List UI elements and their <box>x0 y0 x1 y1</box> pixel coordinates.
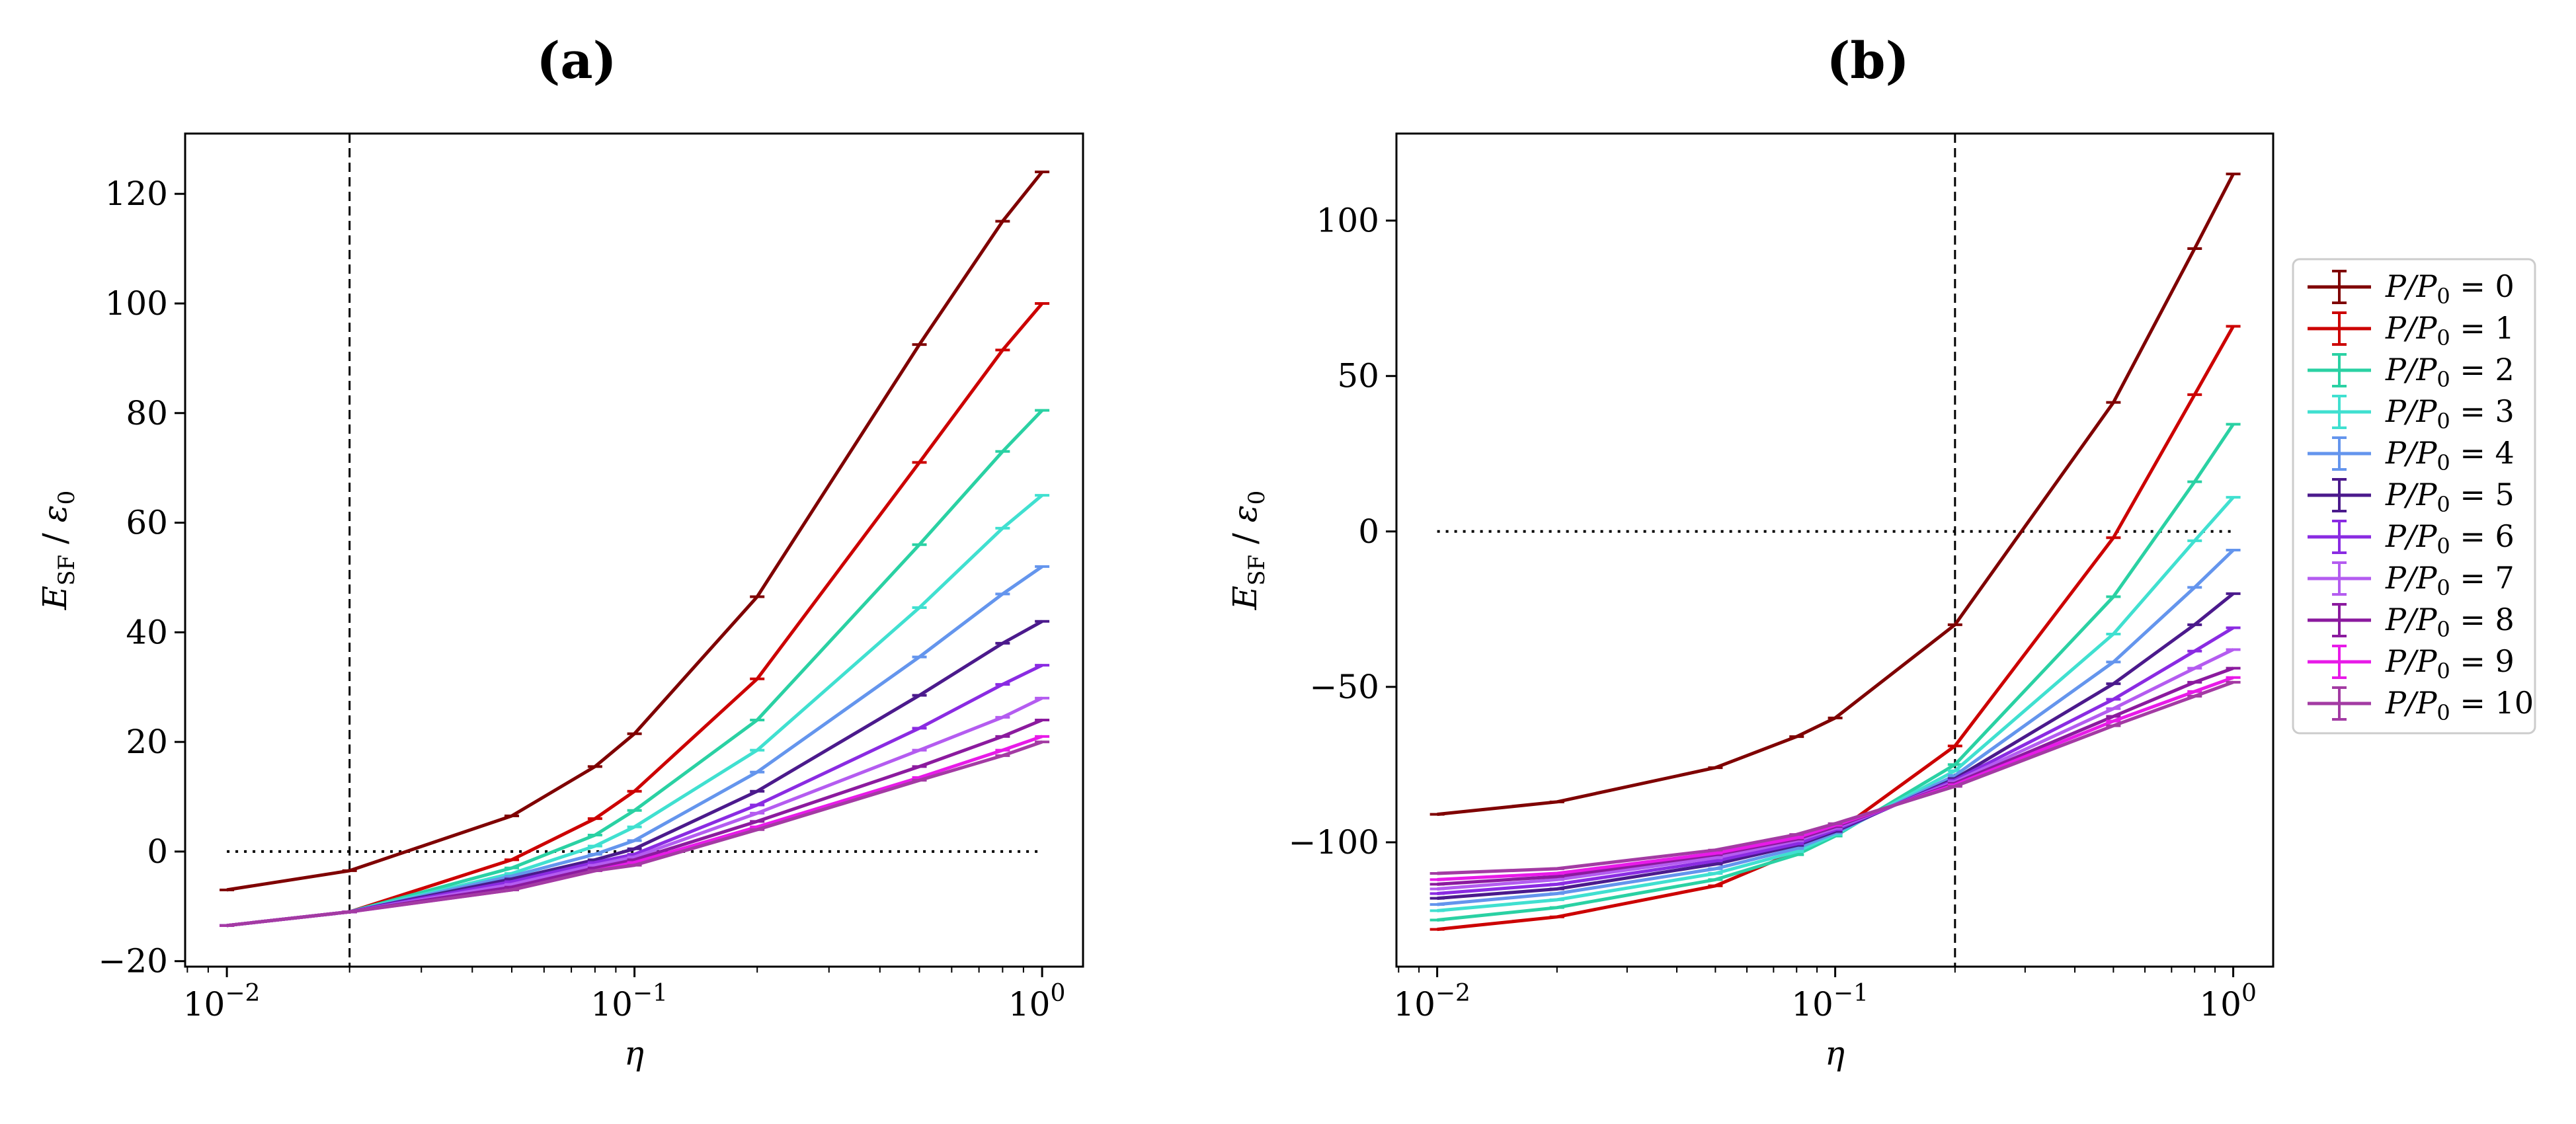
legend-label: P/P0 = 6 <box>2385 518 2515 559</box>
y-tick-label: 0 <box>1358 512 1379 551</box>
y-tick-label: 100 <box>1316 202 1379 240</box>
panel-title: (b) <box>1826 31 1909 90</box>
legend-item: P/P0 = 5 <box>2308 477 2515 517</box>
x-tick-label: 10−1 <box>1791 980 1869 1024</box>
legend-label: P/P0 = 3 <box>2385 393 2515 434</box>
y-tick-label: 100 <box>105 284 168 323</box>
series-line-p10 <box>1437 680 2234 875</box>
legend-label: P/P0 = 8 <box>2385 602 2515 642</box>
panel-b: (b) 10−2 10−1 100 −100 −50 0 50 100 η ESF / ε0 <box>1226 31 2274 1072</box>
x-axis-label: η <box>624 1034 644 1072</box>
legend-item: P/P0 = 8 <box>2308 602 2515 642</box>
series-group <box>220 171 1050 928</box>
y-axis-label: ESF / ε0 <box>1226 491 1270 611</box>
legend-label: P/P0 = 2 <box>2385 352 2515 392</box>
legend-label: P/P0 = 10 <box>2385 685 2534 725</box>
legend-item: P/P0 = 1 <box>2308 310 2515 350</box>
x-tick-label: 100 <box>2199 980 2257 1024</box>
y-tick-label: 40 <box>126 613 168 651</box>
legend: P/P0 = 0P/P0 = 1P/P0 = 2P/P0 = 3P/P0 = 4… <box>2292 258 2536 735</box>
series-line-p3 <box>1437 496 2235 912</box>
y-tick-label: −50 <box>1309 668 1379 706</box>
legend-item: P/P0 = 0 <box>2308 268 2515 309</box>
legend-item: P/P0 = 3 <box>2308 393 2515 434</box>
x-axis-label: η <box>1825 1034 1845 1072</box>
legend-label: P/P0 = 5 <box>2385 477 2515 517</box>
plot-frame <box>1395 132 2274 968</box>
legend-item: P/P0 = 2 <box>2308 352 2515 392</box>
x-tick-label: 10−1 <box>590 980 668 1024</box>
legend-item: P/P0 = 7 <box>2308 560 2515 600</box>
legend-box <box>2292 258 2536 735</box>
legend-item: P/P0 = 4 <box>2308 435 2515 475</box>
legend-item: P/P0 = 10 <box>2308 685 2534 725</box>
series-line-p6 <box>1437 626 2234 895</box>
y-tick-label: −20 <box>98 942 168 981</box>
panel-a: (a) 10−2 10−1 100 −20 0 20 40 60 80 100 120 η ESF / ε… <box>36 31 1084 1072</box>
series-group <box>1429 173 2241 932</box>
y-tick-label: 80 <box>126 394 168 432</box>
x-tick-label: 10−2 <box>1393 980 1470 1024</box>
legend-label: P/P0 = 4 <box>2385 435 2515 475</box>
legend-label: P/P0 = 1 <box>2385 310 2515 350</box>
series-line-p5 <box>1437 592 2235 901</box>
y-tick-label: −100 <box>1289 823 1379 862</box>
y-tick-label: 0 <box>147 832 168 871</box>
legend-label: P/P0 = 7 <box>2385 560 2515 600</box>
panel-title: (a) <box>536 31 616 90</box>
x-tick-label: 100 <box>1008 980 1066 1024</box>
series-line-p2 <box>1437 423 2235 922</box>
y-axis-label: ESF / ε0 <box>36 491 80 611</box>
plot-frame <box>184 132 1084 968</box>
x-tick-label: 10−2 <box>183 980 261 1024</box>
legend-label: P/P0 = 0 <box>2385 268 2515 309</box>
legend-label: P/P0 = 9 <box>2385 643 2515 684</box>
y-tick-label: 20 <box>126 723 168 761</box>
legend-item: P/P0 = 9 <box>2308 643 2515 684</box>
y-tick-label: 60 <box>126 504 168 542</box>
legend-item: P/P0 = 6 <box>2308 518 2515 559</box>
series-line-p1 <box>1437 325 2235 932</box>
y-tick-label: 120 <box>105 175 168 213</box>
y-tick-label: 50 <box>1337 357 1379 395</box>
